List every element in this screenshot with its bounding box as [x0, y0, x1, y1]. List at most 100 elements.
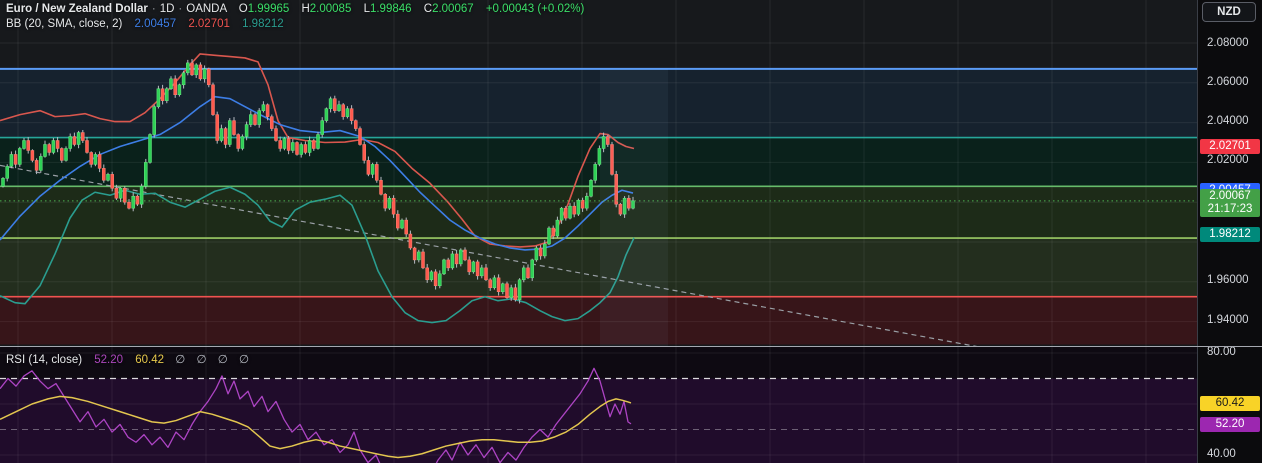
candle-up — [299, 144, 303, 155]
candle-down — [160, 88, 165, 101]
candle-up — [400, 219, 404, 229]
candle-up — [522, 267, 526, 281]
candle-up — [480, 267, 484, 277]
bb-basis-value: 2.00457 — [134, 18, 177, 30]
rsi-axis-label: 80.00 — [1207, 346, 1236, 358]
exchange-label[interactable]: OANDA — [186, 3, 227, 15]
candle-down — [349, 108, 354, 121]
candle-down — [211, 84, 215, 115]
candle-down — [366, 160, 371, 175]
candle-up — [194, 64, 198, 76]
candle-down — [85, 140, 89, 153]
candle-up — [442, 259, 446, 275]
candle-down — [207, 68, 211, 86]
candle-down — [253, 114, 257, 125]
open-label: O — [238, 3, 248, 15]
candle-up — [585, 195, 589, 209]
chart-canvas[interactable] — [0, 0, 1197, 463]
bb-basis-line — [0, 95, 634, 251]
symbol-title[interactable]: Euro / New Zealand Dollar — [6, 3, 148, 15]
candle-up — [282, 138, 287, 149]
candle-down — [513, 287, 518, 300]
rsi-empty-plot: ∅ — [238, 354, 249, 366]
candle-down — [110, 174, 114, 189]
candle-up — [1, 178, 5, 187]
candle-down — [425, 267, 429, 281]
candle-up — [22, 140, 26, 149]
candle-up — [622, 197, 627, 215]
candle-up — [307, 140, 312, 153]
bb-lower-value: 1.98212 — [242, 18, 284, 30]
bollinger-label[interactable]: BB (20, SMA, close, 2) — [6, 18, 123, 30]
candle-up — [429, 271, 434, 281]
timeframe-label[interactable]: 1D — [159, 3, 175, 15]
bb-lower-line — [0, 186, 635, 324]
candle-down — [412, 247, 417, 261]
candle-up — [555, 219, 560, 237]
price-axis-label: 2.04000 — [1207, 115, 1249, 127]
zone-fills — [0, 68, 1197, 345]
candle-down — [89, 152, 93, 165]
trendline-drawing[interactable] — [0, 164, 1013, 353]
candle-up — [593, 164, 597, 181]
price-scale-axis[interactable]: NZD 2.08000 2.06000 2.04000 2.02000 1.96000 1… — [1197, 0, 1262, 463]
candle-down — [190, 62, 194, 76]
candle-down — [97, 154, 102, 169]
rsi-label[interactable]: RSI (14, close) — [6, 354, 83, 366]
candle-up — [144, 162, 148, 187]
candle-down — [391, 197, 396, 215]
candle-up — [387, 197, 392, 209]
candle-down — [127, 201, 131, 209]
candle-down — [505, 283, 509, 298]
candle-up — [148, 134, 152, 163]
candle-down — [102, 168, 106, 181]
candle-up — [492, 277, 497, 289]
change-value: +0.00043 (+0.02%) — [485, 3, 585, 15]
candle-up — [438, 273, 442, 287]
candle-up — [589, 180, 593, 197]
candle-down — [383, 193, 387, 209]
candle-up — [417, 251, 421, 261]
candle-up — [459, 249, 463, 265]
bb-lower-badge: 1.98212 — [1200, 226, 1260, 242]
candle-down — [433, 271, 438, 287]
candle-up — [257, 110, 261, 125]
candle-up — [202, 68, 207, 80]
zone-fill — [0, 68, 1197, 138]
candle-down — [312, 140, 316, 149]
candle-up — [152, 106, 156, 135]
candle-down — [81, 132, 85, 141]
candle-down — [34, 160, 39, 171]
price-axis-label: 1.94000 — [1207, 314, 1249, 326]
candle-up — [324, 108, 329, 121]
candle-down — [295, 142, 299, 155]
candle-down — [551, 227, 555, 237]
candle-down — [333, 98, 337, 111]
rsi-badge: 52.20 — [1200, 416, 1260, 432]
panel-separator[interactable] — [0, 346, 1262, 347]
candle-up — [631, 200, 635, 209]
candle-down — [303, 144, 308, 153]
rsi-ma-line — [0, 395, 632, 459]
candle-up — [471, 261, 476, 273]
candle-down — [30, 150, 35, 161]
candle-up — [76, 132, 81, 145]
candle-down — [198, 64, 203, 80]
currency-button[interactable]: NZD — [1202, 2, 1256, 22]
candle-down — [215, 114, 219, 141]
candle-down — [404, 219, 408, 235]
price-axis-label: 2.08000 — [1207, 37, 1249, 49]
rsi-axis-label: 40.00 — [1207, 448, 1236, 460]
candle-down — [627, 197, 631, 209]
candle-up — [568, 205, 572, 219]
candle-down — [408, 233, 413, 249]
separator-dot: · — [151, 3, 156, 15]
rsi-value: 52.20 — [94, 354, 124, 366]
candle-up — [517, 279, 522, 300]
candle-up — [68, 136, 72, 149]
open-value: 1.99965 — [247, 3, 290, 15]
candle-down — [475, 261, 480, 277]
candle-down — [232, 120, 236, 135]
candle-up — [559, 207, 564, 221]
